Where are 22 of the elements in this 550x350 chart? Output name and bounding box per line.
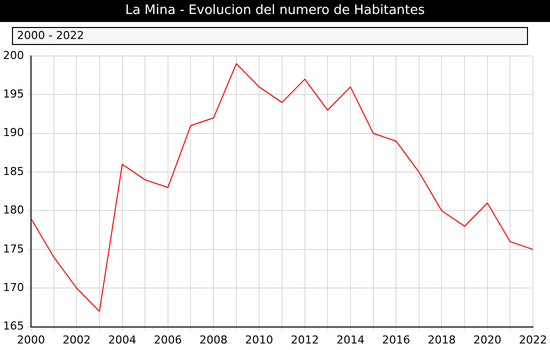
x-tick-label: 2018	[428, 333, 456, 346]
x-tick-label: 2000	[16, 333, 45, 346]
y-tick-label: 170	[2, 280, 24, 294]
y-tick-label: 195	[2, 88, 24, 101]
y-tick-label: 185	[2, 164, 24, 178]
x-tick-label: 2004	[108, 333, 136, 346]
y-tick-label: 180	[2, 204, 24, 217]
x-tick-label: 2002	[62, 333, 91, 346]
x-tick-label: 2014	[336, 333, 364, 346]
y-tick-label: 175	[2, 242, 24, 256]
chart-title: La Mina - Evolucion del numero de Habitantes	[0, 0, 550, 22]
y-tick-label: 165	[2, 320, 24, 333]
x-tick-label: 2020	[473, 333, 502, 346]
x-tick-label: 2006	[154, 333, 182, 346]
x-tick-label: 2016	[382, 333, 410, 346]
y-tick-label: 190	[2, 126, 24, 140]
x-tick-label: 2008	[200, 333, 228, 346]
x-tick-label: 2022	[519, 333, 548, 346]
text: 2000 - 2022	[12, 27, 528, 45]
x-tick-label: 2012	[290, 333, 319, 346]
x-tick-label: 2010	[245, 333, 274, 346]
y-tick-label: 200	[2, 48, 24, 62]
